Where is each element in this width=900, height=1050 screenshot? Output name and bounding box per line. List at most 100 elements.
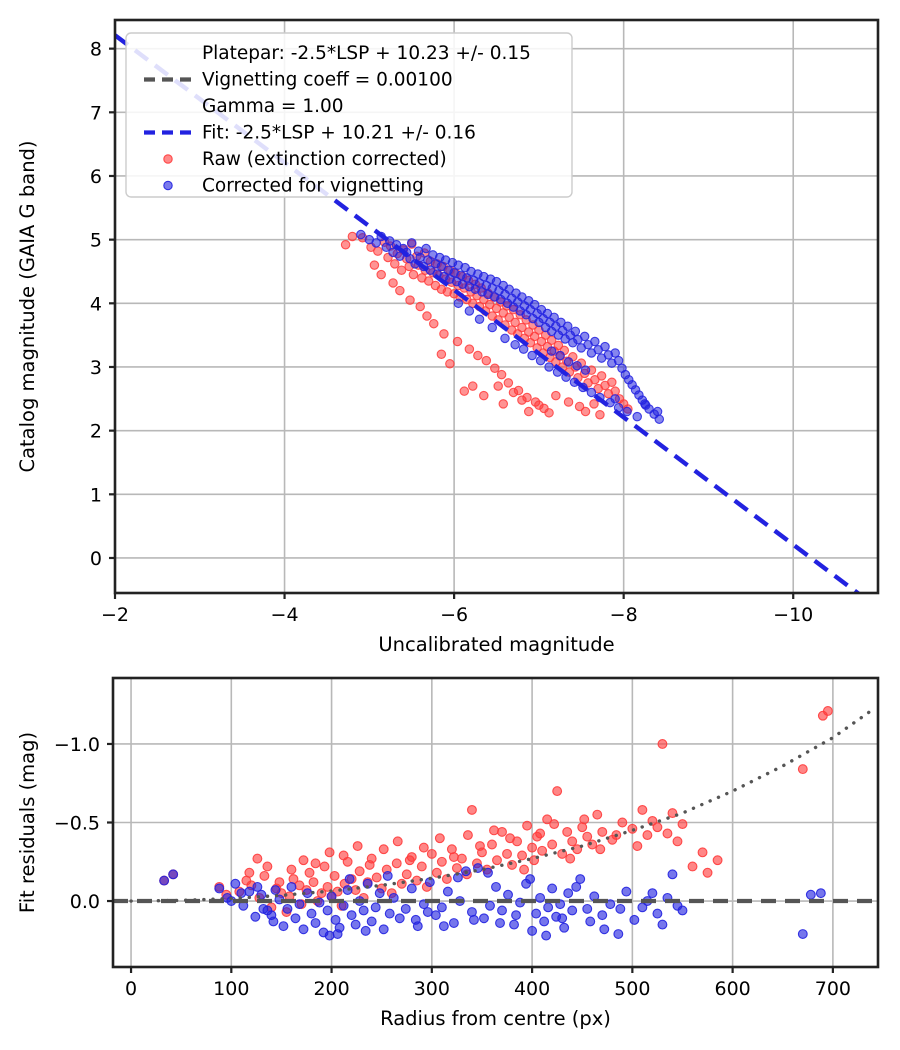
legend-label-0: Platepar: -2.5*LSP + 10.23 +/- 0.15: [202, 43, 531, 64]
data-point: [511, 910, 521, 921]
data-point: [159, 875, 170, 886]
data-point: [652, 406, 663, 417]
data-point: [563, 357, 574, 367]
legend-entry-4[interactable]: Raw (extinction corrected): [163, 149, 447, 170]
data-point: [448, 918, 459, 928]
panel-photometric-calibration: −2 −4 −6 −8 −10 0 1 2 3 4 5 6 7 8 Uncalibrated magnitu…: [16, 18, 880, 656]
data-point: [405, 295, 415, 305]
data-point: [563, 397, 574, 407]
legend-entry-3[interactable]: Fit: -2.5*LSP + 10.21 +/- 0.16: [144, 123, 476, 144]
ytick-label-3: 3: [90, 357, 102, 379]
data-point: [517, 850, 528, 861]
data-point: [562, 826, 573, 837]
xtick2-label-0: 0: [125, 978, 137, 1000]
data-point: [595, 409, 605, 420]
data-point: [613, 355, 624, 366]
data-point: [565, 853, 576, 864]
xtick-label-3: −8: [610, 604, 638, 626]
data-point: [797, 764, 808, 775]
data-point: [549, 819, 560, 830]
panel2-xlabel: Radius from centre (px): [380, 1007, 611, 1030]
data-point: [382, 870, 393, 881]
data-point: [356, 229, 366, 240]
data-point: [332, 929, 343, 939]
data-point: [324, 930, 335, 941]
data-point: [547, 839, 558, 850]
data-point: [589, 399, 599, 409]
data-point: [290, 913, 301, 924]
data-point: [481, 355, 492, 366]
data-point: [423, 276, 434, 286]
data-point: [517, 322, 527, 333]
data-point: [552, 786, 563, 797]
data-point: [342, 885, 353, 895]
data-point: [244, 867, 255, 878]
data-point: [422, 311, 432, 321]
legend-entry-1[interactable]: Vignetting coeff = 0.00100: [144, 70, 453, 91]
data-point: [572, 360, 582, 371]
xtick2-label-3: 300: [414, 978, 450, 1000]
ytick-label-2: 2: [90, 421, 102, 443]
data-point: [330, 914, 341, 925]
legend-entry-0[interactable]: Platepar: -2.5*LSP + 10.23 +/- 0.15: [202, 43, 531, 64]
data-point: [549, 312, 559, 323]
data-point: [518, 344, 529, 354]
data-point: [392, 836, 403, 847]
data-point: [451, 863, 462, 873]
data-point: [610, 348, 620, 358]
data-point: [500, 333, 510, 344]
data-point: [404, 855, 415, 866]
legend-entry-5[interactable]: Corrected for vignetting: [163, 176, 424, 197]
data-point: [282, 903, 293, 914]
data-point: [468, 381, 478, 391]
data-point: [580, 406, 591, 417]
data-point: [395, 285, 405, 296]
data-point: [373, 246, 383, 256]
data-point: [304, 867, 315, 878]
data-point: [582, 903, 593, 914]
data-point: [597, 826, 608, 837]
data-point: [559, 922, 570, 933]
data-point: [415, 301, 425, 312]
data-point: [168, 869, 179, 880]
data-point: [537, 845, 548, 856]
data-point: [410, 914, 421, 925]
data-point: [687, 861, 698, 872]
data-point: [338, 850, 349, 861]
data-point: [294, 899, 305, 910]
data-point: [475, 841, 485, 852]
data-point: [712, 855, 723, 866]
data-point: [546, 346, 557, 356]
legend-entry-2[interactable]: Gamma = 1.00: [202, 96, 344, 117]
data-point: [459, 386, 470, 396]
data-point: [667, 808, 678, 819]
data-point: [324, 847, 335, 858]
data-point: [542, 814, 553, 825]
data-point: [388, 278, 398, 288]
data-point: [418, 842, 429, 853]
data-point: [230, 878, 241, 889]
ytick-label-7: 7: [90, 102, 102, 124]
data-point: [522, 820, 533, 831]
data-point: [384, 908, 395, 919]
data-point: [617, 817, 628, 828]
xtick2-label-4: 400: [514, 978, 550, 1000]
data-point: [597, 910, 608, 921]
residual-series-corrected: [159, 863, 826, 941]
data-point: [527, 842, 538, 853]
data-point: [434, 833, 445, 844]
data-point: [539, 916, 550, 927]
data-point: [416, 861, 427, 872]
data-point: [642, 830, 653, 841]
data-point: [401, 869, 412, 880]
data-point: [487, 322, 498, 333]
data-point: [571, 881, 582, 892]
data-point: [436, 902, 447, 913]
data-point: [574, 401, 585, 412]
data-point: [346, 910, 357, 921]
data-point: [519, 864, 530, 875]
data-point: [510, 317, 520, 328]
data-point: [563, 888, 574, 899]
